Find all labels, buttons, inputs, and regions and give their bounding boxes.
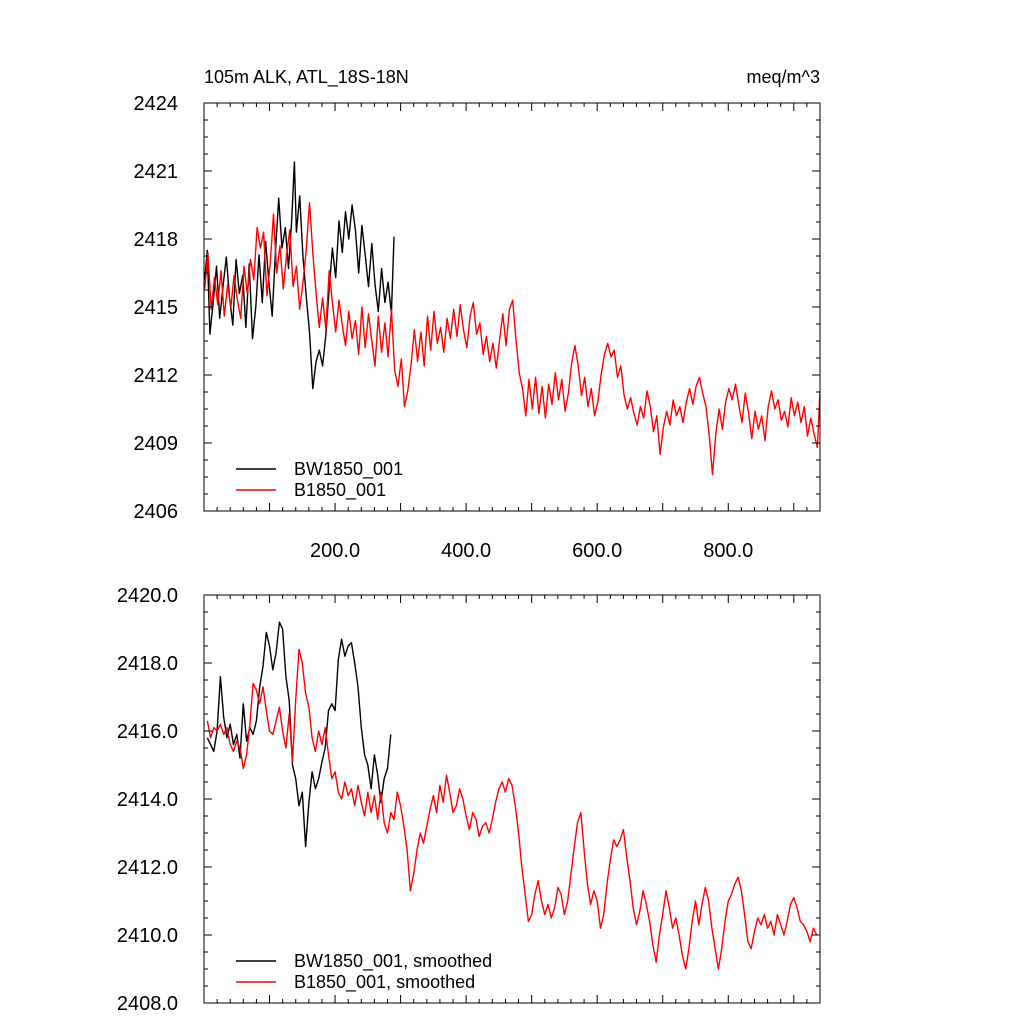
y-tick-label: 2410.0 [117, 925, 178, 947]
y-tick-label: 2415 [134, 297, 179, 319]
legend-label: B1850_001 [294, 480, 386, 501]
bottom-panel: 2408.0 2410.0 2412.0 2414.0 2416.0 2418.0 2420… [117, 585, 821, 1015]
series-line-b1850 [204, 202, 820, 476]
y-tick-label: 2420.0 [117, 585, 178, 607]
y-tick-label: 2421 [134, 161, 179, 183]
y-tick-label: 2412 [134, 365, 179, 387]
x-tick-label: 600.0 [572, 540, 622, 562]
y-tick-label: 2408.0 [117, 993, 178, 1015]
y-tick-label: 2424 [134, 93, 179, 115]
top-panel-lines [204, 161, 820, 476]
y-tick-label: 2406 [134, 501, 179, 523]
x-tick-label: 400.0 [441, 540, 491, 562]
series-line-bw1850 [204, 161, 395, 390]
y-tick-label: 2414.0 [117, 789, 178, 811]
x-tick-label: 200.0 [310, 540, 360, 562]
legend-label: BW1850_001 [294, 459, 403, 480]
y-tick-label: 2412.0 [117, 857, 178, 879]
chart-title: 105m ALK, ATL_18S-18N [204, 67, 409, 88]
bottom-panel-lines [206, 621, 818, 970]
units-label: meq/m^3 [747, 67, 820, 87]
plot-frame [203, 102, 821, 512]
bottom-panel-axes: 2408.0 2410.0 2412.0 2414.0 2416.0 2418.0 2420… [117, 585, 821, 1015]
legend-label: BW1850_001, smoothed [294, 951, 492, 972]
legend-label: B1850_001, smoothed [294, 972, 475, 993]
x-tick-label: 800.0 [703, 540, 753, 562]
y-tick-label: 2409 [134, 433, 179, 455]
plot-frame [203, 594, 821, 1004]
top-panel: 2406 2409 2412 2415 2418 2421 2424 200.0 400.0 60… [134, 93, 821, 562]
y-tick-label: 2418 [134, 229, 179, 251]
y-tick-label: 2416.0 [117, 721, 178, 743]
y-tick-label: 2418.0 [117, 653, 178, 675]
top-panel-axes: 2406 2409 2412 2415 2418 2421 2424 200.0 400.0 60… [134, 93, 821, 562]
series-line-b1850 [206, 648, 818, 970]
